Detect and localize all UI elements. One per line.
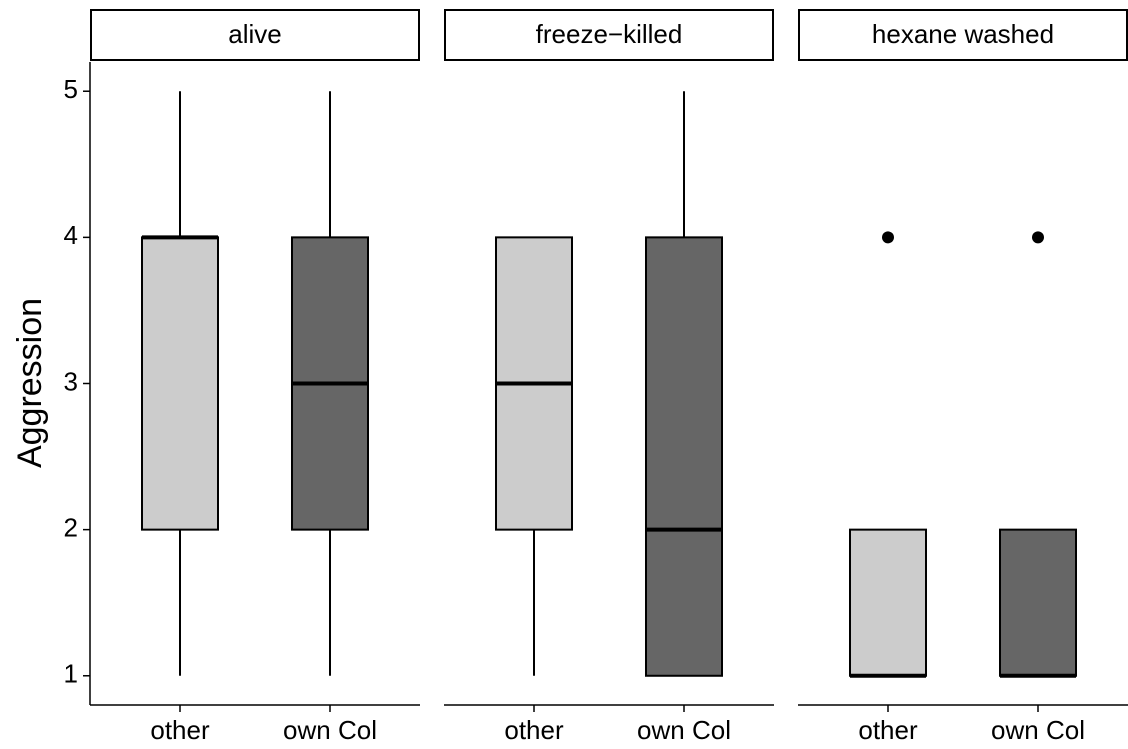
box bbox=[645, 236, 723, 677]
outlier bbox=[882, 231, 894, 244]
box bbox=[849, 528, 927, 677]
outlier bbox=[1032, 231, 1044, 244]
strip bbox=[90, 9, 420, 61]
x-tick-label: other bbox=[150, 715, 210, 745]
strip-label: alive bbox=[228, 19, 281, 49]
strip-label: hexane washed bbox=[872, 19, 1054, 49]
x-tick-label: own Col bbox=[637, 715, 731, 745]
x-tick-label: other bbox=[504, 715, 564, 745]
box bbox=[141, 236, 219, 531]
box bbox=[999, 528, 1077, 677]
y-tick-label: 4 bbox=[64, 220, 78, 250]
x-tick-label: own Col bbox=[991, 715, 1085, 745]
x-tick-label: other bbox=[858, 715, 918, 745]
strip-label: freeze−killed bbox=[536, 19, 683, 49]
y-tick-label: 2 bbox=[64, 513, 78, 543]
y-axis-label: Aggression bbox=[11, 298, 49, 468]
strip bbox=[444, 9, 774, 61]
strip bbox=[798, 9, 1128, 61]
x-tick-label: own Col bbox=[283, 715, 377, 745]
y-tick-label: 1 bbox=[64, 659, 78, 689]
y-tick-label: 5 bbox=[64, 74, 78, 104]
y-tick-label: 3 bbox=[64, 366, 78, 396]
